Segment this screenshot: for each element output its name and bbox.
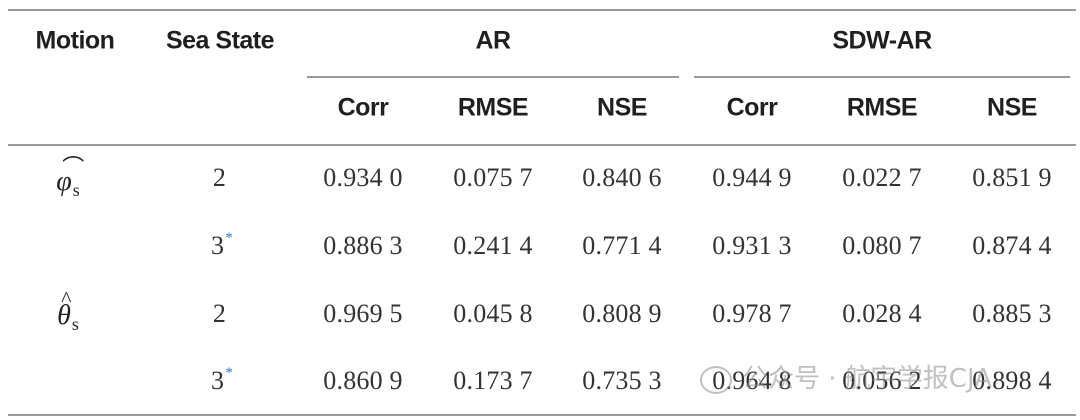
header-motion: Motion [35, 26, 115, 55]
subheader-sdwar-nse: NSE [987, 93, 1037, 122]
sea-state-value: 2 [212, 299, 227, 328]
subheader-sdwar-corr: Corr [726, 93, 778, 122]
motion-subscript: s [72, 180, 80, 200]
table-cell: 0.075 7 [453, 163, 533, 192]
sea-state-cell: 2 [213, 163, 227, 193]
table-cell: 0.944 9 [712, 163, 792, 192]
header-ar: AR [475, 26, 511, 55]
bottom-rule [8, 414, 1076, 416]
table-cell: 0.056 2 [842, 366, 922, 395]
motion-subscript: s [71, 314, 79, 334]
table-cell: 0.885 3 [972, 299, 1052, 328]
table-cell: 0.241 4 [453, 231, 533, 260]
wechat-logo-icon [700, 365, 732, 394]
ar-group-rule [307, 76, 679, 78]
motion-symbol-theta: ^ θs [57, 286, 79, 334]
sdwar-group-rule [694, 76, 1070, 78]
table-cell: 0.045 8 [453, 299, 533, 328]
table-cell: 0.860 9 [323, 366, 403, 395]
sea-state-cell: 3* [211, 365, 233, 396]
sea-state-value: 2 [212, 163, 227, 192]
motion-letter: φ [56, 166, 72, 197]
asterisk-note: * [225, 365, 233, 381]
table-cell: 0.080 7 [842, 231, 922, 260]
sea-state-cell: 3* [211, 230, 233, 261]
table-cell: 0.028 4 [842, 299, 922, 328]
subheader-ar-nse: NSE [597, 93, 647, 122]
top-rule [8, 9, 1076, 11]
motion-accent: ^ [61, 286, 72, 311]
table-cell: 0.978 7 [712, 299, 792, 328]
watermark-text: 公众号 · 航宇学报CJA [742, 364, 992, 394]
watermark: 公众号 · 航宇学报CJA [700, 358, 992, 395]
table-cell: 0.022 7 [842, 163, 922, 192]
subheader-sdwar-rmse: RMSE [846, 93, 918, 122]
asterisk-note: * [225, 230, 233, 246]
table-cell: 0.840 6 [582, 163, 662, 192]
table-cell: 0.931 3 [712, 231, 792, 260]
sea-state-value: 3 [211, 231, 225, 260]
motion-symbol-phi: ⌒ φs [56, 155, 84, 200]
subheader-ar-rmse: RMSE [457, 93, 529, 122]
header-bottom-rule [8, 144, 1076, 146]
sea-state-cell: 2 [213, 299, 227, 329]
header-sea-state: Sea State [165, 26, 275, 55]
table-cell: 0.851 9 [972, 163, 1052, 192]
header-sdwar: SDW-AR [832, 26, 932, 55]
table-cell: 0.771 4 [582, 231, 662, 260]
subheader-ar-corr: Corr [337, 93, 389, 122]
table-cell: 0.898 4 [972, 366, 1052, 395]
motion-letter: θ [57, 300, 71, 331]
table-cell: 0.808 9 [582, 299, 662, 328]
sea-state-value: 3 [211, 366, 225, 395]
table-cell: 0.874 4 [972, 231, 1052, 260]
table-cell: 0.735 3 [582, 366, 662, 395]
table-cell: 0.886 3 [323, 231, 403, 260]
table-cell: 0.173 7 [453, 366, 533, 395]
table-cell: 0.934 0 [323, 163, 403, 192]
motion-accent: ⌒ [62, 155, 85, 180]
table-cell: 0.969 5 [323, 299, 403, 328]
